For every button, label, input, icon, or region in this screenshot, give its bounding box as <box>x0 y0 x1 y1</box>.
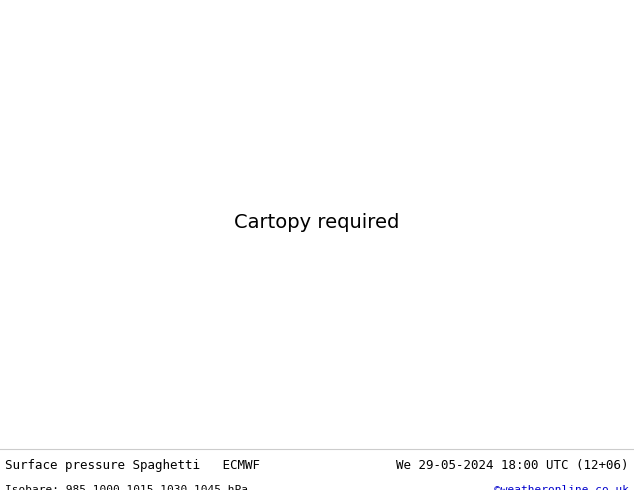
Text: Isobare: 985 1000 1015 1030 1045 hPa: Isobare: 985 1000 1015 1030 1045 hPa <box>5 486 248 490</box>
Text: Surface pressure Spaghetti   ECMWF: Surface pressure Spaghetti ECMWF <box>5 459 260 472</box>
Text: Cartopy required: Cartopy required <box>235 213 399 232</box>
Text: ©weatheronline.co.uk: ©weatheronline.co.uk <box>494 486 629 490</box>
Text: We 29-05-2024 18:00 UTC (12+06): We 29-05-2024 18:00 UTC (12+06) <box>396 459 629 472</box>
